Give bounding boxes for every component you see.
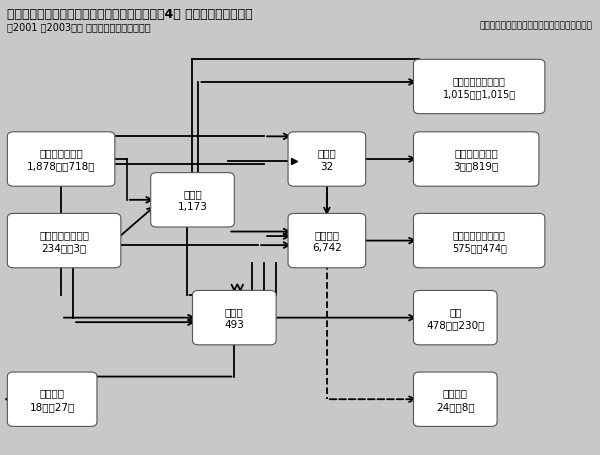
Text: 国内販売
18（－27）: 国内販売 18（－27）: [29, 388, 75, 411]
FancyBboxPatch shape: [288, 214, 365, 268]
FancyBboxPatch shape: [193, 291, 276, 345]
Text: 単位：万台／（　）の値は施行前からの変化量: 単位：万台／（ ）の値は施行前からの変化量: [480, 22, 593, 31]
FancyBboxPatch shape: [413, 372, 497, 426]
Text: 処理業者等処理処分
575（－474）: 処理業者等処理処分 575（－474）: [452, 229, 506, 253]
Text: 事業所からの排出
234（－3）: 事業所からの排出 234（－3）: [39, 229, 89, 253]
Text: 家電リサイクル法施行後における使用済み家電4品 目のフロー推計結果: 家電リサイクル法施行後における使用済み家電4品 目のフロー推計結果: [7, 8, 253, 21]
FancyBboxPatch shape: [413, 291, 497, 345]
FancyBboxPatch shape: [288, 132, 365, 187]
FancyBboxPatch shape: [7, 372, 97, 426]
Text: 不法投棄
24（＋8）: 不法投棄 24（＋8）: [436, 388, 475, 411]
FancyBboxPatch shape: [413, 132, 539, 187]
Text: 家庭からの排出
1,878（－718）: 家庭からの排出 1,878（－718）: [27, 148, 95, 171]
FancyBboxPatch shape: [413, 214, 545, 268]
Text: 家電リサイクル工場
1,015（＋1,015）: 家電リサイクル工場 1,015（＋1,015）: [443, 76, 516, 99]
Text: 輸出
478（＋230）: 輸出 478（＋230）: [426, 306, 484, 329]
Text: （2001 〜2003年度 の各種データより推計）: （2001 〜2003年度 の各種データより推計）: [7, 22, 151, 32]
Text: 市町村処理処分
3（－819）: 市町村処理処分 3（－819）: [454, 148, 499, 171]
FancyBboxPatch shape: [413, 60, 545, 115]
FancyBboxPatch shape: [7, 214, 121, 268]
Text: 処理業者
6,742: 処理業者 6,742: [312, 229, 342, 253]
Text: 自治体
32: 自治体 32: [317, 148, 336, 171]
FancyBboxPatch shape: [151, 173, 235, 228]
FancyBboxPatch shape: [7, 132, 115, 187]
Text: 古物商
493: 古物商 493: [224, 306, 244, 329]
Text: 販売店
1,173: 販売店 1,173: [178, 189, 208, 212]
